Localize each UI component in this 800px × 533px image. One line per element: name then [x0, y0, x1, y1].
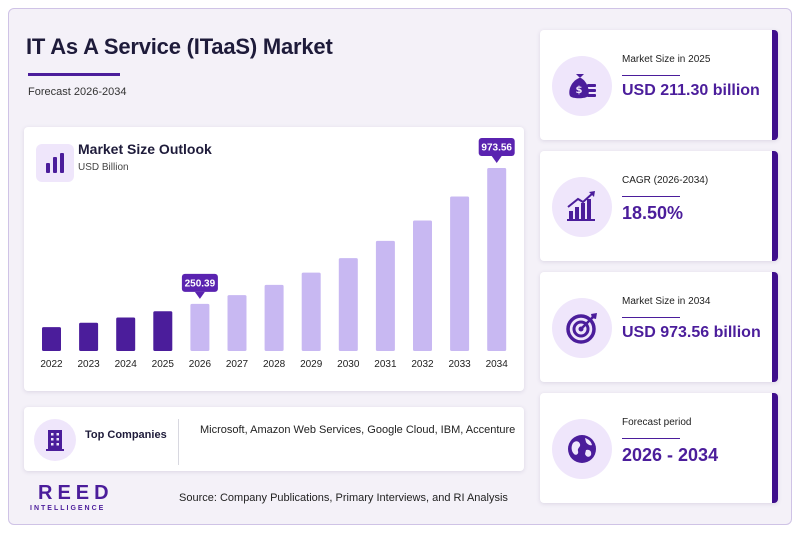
chart-unit: USD Billion — [78, 162, 129, 173]
top-companies-card: Top Companies Microsoft, Amazon Web Serv… — [24, 407, 524, 471]
divider — [178, 419, 179, 465]
value-callout-pointer — [194, 291, 205, 299]
svg-text:$: $ — [576, 85, 583, 96]
growth-chart-icon — [552, 177, 612, 237]
bar-2030 — [338, 258, 358, 351]
page-title: IT As A Service (ITaaS) Market — [26, 34, 333, 59]
target-icon — [552, 298, 612, 358]
stat-card-market-size-2025: $ Market Size in 2025 USD 211.30 billion — [540, 30, 778, 140]
bar-2026 — [190, 303, 210, 351]
bar-2033 — [450, 196, 470, 351]
x-tick-label: 2027 — [226, 359, 249, 370]
bar-chart-icon — [36, 144, 74, 182]
chart-title: Market Size Outlook — [78, 141, 212, 157]
stat-label: Market Size in 2034 — [622, 296, 711, 307]
value-callout — [181, 273, 218, 292]
building-icon — [34, 419, 76, 461]
x-tick-label: 2022 — [40, 359, 63, 370]
x-tick-label: 2028 — [263, 359, 286, 370]
x-tick-label: 2025 — [152, 359, 175, 370]
x-tick-label: 2029 — [300, 359, 323, 370]
chart-card: Market Size Outlook USD Billion 2022 2023… — [24, 127, 524, 391]
stat-label: Market Size in 2025 — [622, 54, 711, 65]
bar-2029 — [301, 272, 321, 351]
stat-divider — [622, 438, 680, 439]
data-label: 250.39 — [185, 278, 216, 289]
x-tick-label: 2023 — [77, 359, 100, 370]
source-note: Source: Company Publications, Primary In… — [179, 492, 508, 504]
stat-card-forecast-period: Forecast period 2026 - 2034 — [540, 393, 778, 503]
x-tick-label: 2034 — [486, 359, 509, 370]
stat-value: 18.50% — [622, 203, 684, 223]
x-tick-label: 2032 — [411, 359, 434, 370]
stat-divider — [622, 317, 680, 318]
bar-2024 — [116, 317, 136, 351]
bar-2022 — [42, 327, 61, 351]
page-subtitle: Forecast 2026-2034 — [28, 86, 127, 98]
bar-2032 — [413, 220, 432, 351]
top-companies-list: Microsoft, Amazon Web Services, Google C… — [200, 424, 516, 436]
bar-2023 — [79, 322, 99, 351]
stat-value: 2026 - 2034 — [622, 445, 719, 465]
value-callout-pointer — [491, 155, 502, 163]
stat-value: USD 211.30 billion — [622, 82, 760, 99]
stat-value: USD 973.56 billion — [622, 324, 761, 341]
title-underline — [28, 73, 120, 76]
brand-logo-subtitle: INTELLIGENCE — [30, 505, 106, 512]
stat-card-cagr: CAGR (2026-2034) 18.50% — [540, 151, 778, 261]
globe-icon — [552, 419, 612, 479]
x-tick-label: 2026 — [189, 359, 212, 370]
x-tick-label: 2033 — [448, 359, 471, 370]
x-tick-label: 2031 — [374, 359, 397, 370]
x-tick-label: 2024 — [115, 359, 138, 370]
bar-2025 — [153, 311, 173, 351]
bar-2034 — [487, 167, 507, 351]
x-tick-label: 2030 — [337, 359, 360, 370]
stat-divider — [622, 75, 680, 76]
value-callout — [478, 137, 515, 156]
bar-2031 — [375, 240, 395, 351]
data-label: 973.56 — [481, 142, 512, 153]
stat-label: CAGR (2026-2034) — [622, 175, 709, 186]
top-companies-label: Top Companies — [85, 429, 167, 441]
money-bag-icon: $ — [552, 56, 612, 116]
stat-divider — [622, 196, 680, 197]
brand-logo: REED — [38, 482, 114, 504]
stat-card-market-size-2034: Market Size in 2034 USD 973.56 billion — [540, 272, 778, 382]
bar-2028 — [264, 284, 284, 351]
bar-chart: 2022 2023 2024 2025 2026 250.39 2027 2028 2029 20… — [40, 137, 515, 370]
bar-2027 — [227, 295, 247, 351]
stat-label: Forecast period — [622, 417, 692, 428]
